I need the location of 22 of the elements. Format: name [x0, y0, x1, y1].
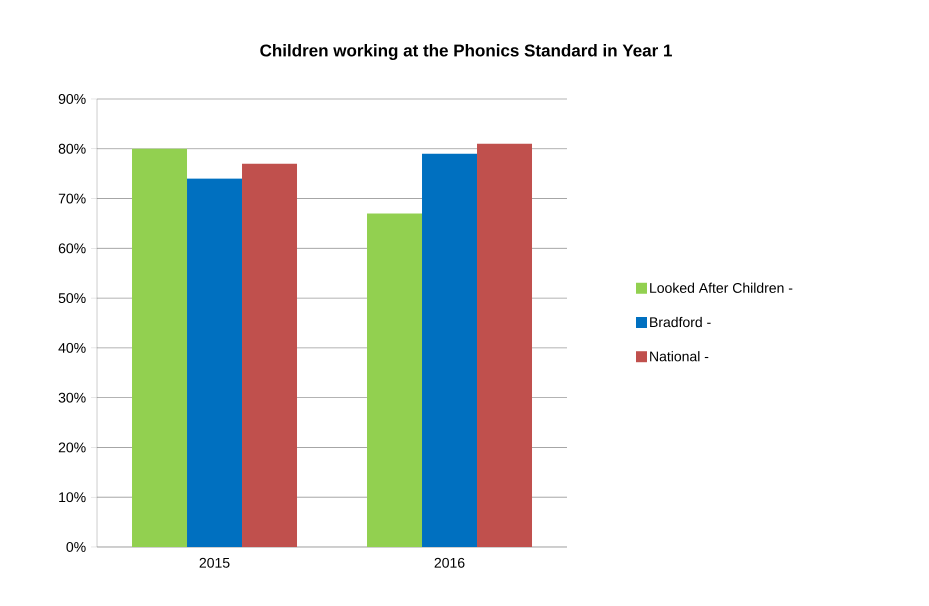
y-tick-label: 70% [58, 194, 86, 204]
bar [242, 164, 298, 547]
chart-title: Children working at the Phonics Standard in Year 1 [260, 44, 672, 60]
legend-label: Bradford - [650, 316, 711, 328]
legend-label: Looked After Children - [650, 282, 792, 293]
legend-label: National - [650, 351, 708, 362]
bar [422, 154, 478, 547]
y-tick-label: 80% [58, 144, 86, 154]
y-tick-label: 20% [58, 442, 86, 452]
y-tick-label: 10% [59, 492, 86, 502]
y-tick-label: 50% [58, 293, 86, 304]
y-tick-label: 90% [58, 94, 86, 104]
y-tick-label: 30% [58, 392, 86, 403]
y-tick-label: 0% [66, 542, 86, 552]
bar [187, 178, 242, 547]
bar [477, 144, 532, 547]
x-tick-label: 2015 [200, 558, 230, 568]
x-tick-label: 2016 [434, 558, 464, 568]
bar [132, 148, 188, 547]
y-tick-label: 60% [58, 243, 86, 254]
bar [367, 213, 422, 547]
y-tick-label: 40% [58, 342, 86, 353]
